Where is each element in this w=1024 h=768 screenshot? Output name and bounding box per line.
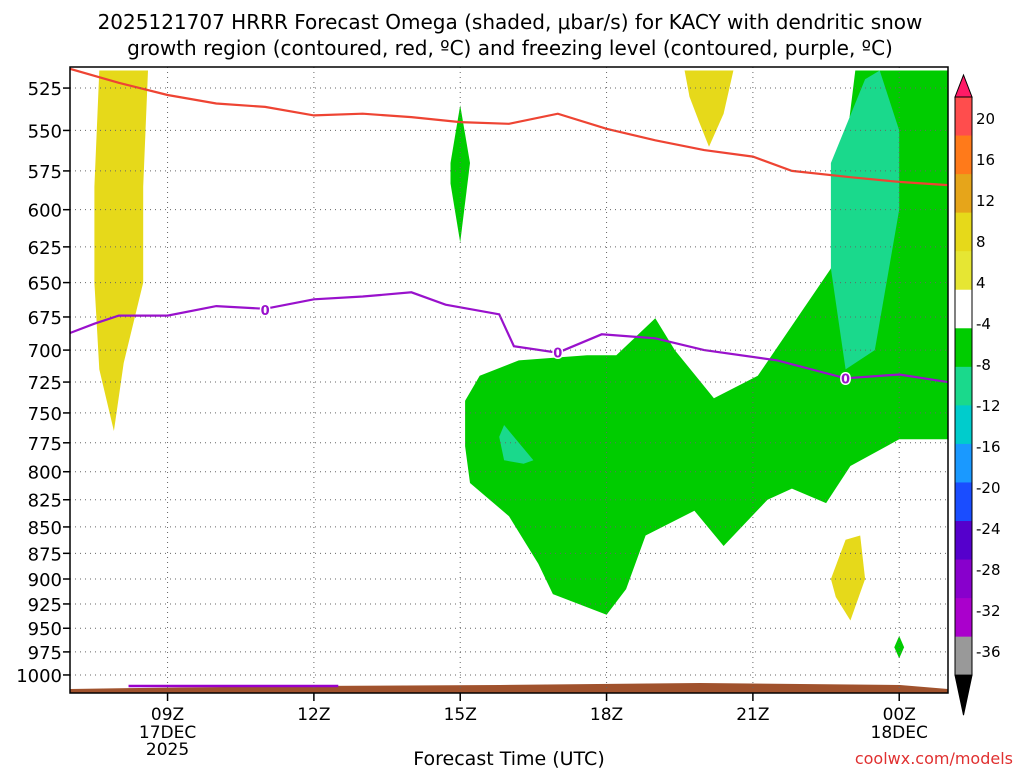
colorbar-bin — [955, 443, 972, 483]
colorbar-label: -16 — [976, 438, 1001, 456]
chart-title-line1: 2025121707 HRRR Forecast Omega (shaded, … — [98, 10, 923, 34]
y-tick-label: 800 — [28, 463, 62, 484]
x-tick-date: 17DEC — [139, 723, 196, 743]
y-tick-label: 725 — [28, 373, 62, 394]
omega-region-5 — [94, 70, 148, 431]
colorbar-label: 16 — [976, 151, 995, 169]
dgz-contour-line — [70, 67, 948, 187]
colorbar-bin — [955, 405, 972, 445]
y-tick-label: 525 — [28, 79, 62, 100]
x-tick-year: 2025 — [146, 740, 189, 760]
colorbar-bin — [955, 135, 972, 175]
y-tick-label: 550 — [28, 121, 62, 142]
colorbar-label: -4 — [976, 315, 991, 333]
colorbar-top-arrow — [954, 73, 973, 98]
y-tick-label: 575 — [28, 162, 62, 183]
colorbar-bin — [955, 251, 972, 291]
colorbar-bin — [955, 289, 972, 329]
contour-label: 0 — [261, 304, 270, 319]
y-tick-label: 950 — [28, 619, 62, 640]
colorbar-bin — [955, 636, 972, 676]
colorbar-bin — [955, 97, 972, 137]
colorbar-bin — [955, 212, 972, 252]
contour-label: 0 — [553, 347, 562, 362]
x-tick-label: 15Z — [444, 705, 477, 725]
colorbar-label: -24 — [976, 520, 1001, 538]
omega-region-3 — [830, 70, 900, 370]
y-tick-label: 900 — [28, 570, 62, 591]
y-tick-label: 850 — [28, 518, 62, 539]
y-tick-label: 750 — [28, 404, 62, 425]
colorbar-label: 4 — [976, 274, 986, 292]
credit-text: coolwx.com/models — [855, 749, 1013, 768]
colorbar-bin — [955, 521, 972, 561]
y-tick-label: 650 — [28, 274, 62, 295]
axes: 525 550 575 600 625 650 675 700 725 750 775 800 825 8… — [16, 66, 949, 760]
x-tick-date: 18DEC — [871, 723, 928, 743]
colorbar-bin — [955, 174, 972, 214]
y-tick-label: 925 — [28, 595, 62, 616]
freezing-level-contour-line — [70, 291, 948, 384]
x-axis-label: Forecast Time (UTC) — [413, 748, 604, 768]
y-tick-label: 700 — [28, 341, 62, 362]
colorbar-bin — [955, 482, 972, 522]
y-tick-label: 1000 — [16, 666, 62, 687]
x-tick-label: 09Z — [151, 705, 184, 725]
omega-region-1 — [450, 105, 470, 243]
omega-region-6 — [684, 70, 734, 147]
chart-title-line2: growth region (contoured, red, ºC) and f… — [127, 36, 893, 60]
y-tick-label: 675 — [28, 308, 62, 329]
terrain-strip — [70, 683, 948, 693]
x-tick-label: 21Z — [736, 705, 769, 725]
y-tick-label: 600 — [28, 201, 62, 222]
colorbar-label: -12 — [976, 397, 1001, 415]
colorbar-label: 20 — [976, 110, 995, 128]
colorbar-label: 12 — [976, 192, 995, 210]
plot-clip-group — [70, 67, 948, 693]
plot-frame — [69, 66, 949, 694]
omega-region-7 — [830, 535, 866, 621]
plot-area: 0 0 0 — [70, 67, 948, 693]
y-tick-label: 825 — [28, 491, 62, 512]
colorbar-label: -28 — [976, 561, 1001, 579]
omega-region-0 — [465, 70, 948, 615]
colorbar-bin — [955, 366, 972, 406]
contour-label: 0 — [841, 372, 850, 387]
colorbar-bottom-arrow — [954, 674, 973, 716]
colorbar-label: -36 — [976, 643, 1001, 661]
colorbar-label: -8 — [976, 356, 991, 374]
colorbar-bin — [955, 598, 972, 638]
colorbar-label: -32 — [976, 602, 1001, 620]
x-tick-label: 18Z — [590, 705, 623, 725]
y-tick-label: 625 — [28, 238, 62, 259]
y-tick-label: 875 — [28, 544, 62, 565]
colorbar-bin — [955, 328, 972, 368]
y-tick-label: 775 — [28, 434, 62, 455]
y-tick-label: 975 — [28, 643, 62, 664]
colorbar-label: -20 — [976, 479, 1001, 497]
colorbar-label: 8 — [976, 233, 986, 251]
colorbar: 20 16 12 8 4 -4 -8 -12 -16 -20 -24 -28 -32 -36 — [954, 73, 1001, 716]
omega-region-4 — [499, 425, 534, 464]
x-tick-label: 00Z — [883, 705, 916, 725]
colorbar-bin — [955, 559, 972, 599]
x-tick-label: 12Z — [297, 705, 330, 725]
